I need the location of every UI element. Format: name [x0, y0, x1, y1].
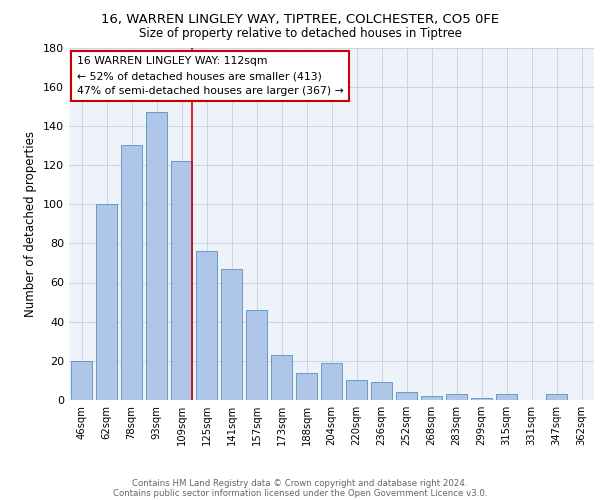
- Text: Size of property relative to detached houses in Tiptree: Size of property relative to detached ho…: [139, 28, 461, 40]
- Text: 16 WARREN LINGLEY WAY: 112sqm
← 52% of detached houses are smaller (413)
47% of : 16 WARREN LINGLEY WAY: 112sqm ← 52% of d…: [77, 56, 344, 96]
- Bar: [146, 112, 167, 400]
- Bar: [471, 398, 492, 400]
- Bar: [71, 361, 92, 400]
- Text: 16, WARREN LINGLEY WAY, TIPTREE, COLCHESTER, CO5 0FE: 16, WARREN LINGLEY WAY, TIPTREE, COLCHES…: [101, 12, 499, 26]
- Bar: [296, 372, 317, 400]
- Bar: [446, 394, 467, 400]
- Bar: [271, 355, 292, 400]
- Bar: [371, 382, 392, 400]
- Bar: [396, 392, 417, 400]
- Bar: [221, 269, 242, 400]
- Bar: [346, 380, 367, 400]
- Bar: [96, 204, 117, 400]
- Bar: [196, 251, 217, 400]
- Bar: [321, 363, 342, 400]
- Bar: [421, 396, 442, 400]
- Text: Contains HM Land Registry data © Crown copyright and database right 2024.: Contains HM Land Registry data © Crown c…: [132, 478, 468, 488]
- Bar: [121, 146, 142, 400]
- Bar: [496, 394, 517, 400]
- Y-axis label: Number of detached properties: Number of detached properties: [25, 130, 37, 317]
- Bar: [546, 394, 567, 400]
- Text: Contains public sector information licensed under the Open Government Licence v3: Contains public sector information licen…: [113, 488, 487, 498]
- Bar: [171, 161, 192, 400]
- Bar: [246, 310, 267, 400]
